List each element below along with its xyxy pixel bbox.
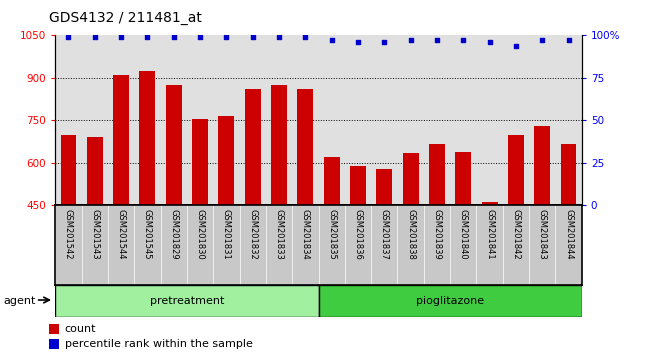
Bar	[49, 339, 58, 349]
Bar	[429, 144, 445, 205]
Bar	[113, 75, 129, 205]
Text: GSM201831: GSM201831	[222, 209, 231, 259]
Bar	[508, 135, 524, 205]
Bar	[324, 157, 339, 205]
Text: GSM201835: GSM201835	[327, 209, 336, 259]
Bar	[60, 135, 76, 205]
Point	[248, 34, 258, 40]
Point	[432, 38, 442, 43]
Point	[300, 34, 311, 40]
Text: GSM201844: GSM201844	[564, 209, 573, 259]
Text: GSM201834: GSM201834	[301, 209, 310, 259]
Bar	[350, 166, 366, 205]
Bar	[403, 153, 419, 205]
Point	[379, 39, 389, 45]
Text: GSM201833: GSM201833	[274, 209, 283, 259]
Bar	[376, 169, 392, 205]
Text: pioglitazone: pioglitazone	[416, 296, 484, 306]
Point	[168, 34, 179, 40]
Point	[116, 34, 126, 40]
Text: agent: agent	[3, 296, 36, 306]
Point	[564, 38, 574, 43]
Text: GSM201843: GSM201843	[538, 209, 547, 259]
Text: GSM201545: GSM201545	[143, 209, 152, 259]
Text: GSM201832: GSM201832	[248, 209, 257, 259]
Text: count: count	[65, 324, 96, 334]
Bar	[456, 152, 471, 205]
Bar	[87, 137, 103, 205]
Text: GSM201836: GSM201836	[354, 209, 363, 259]
Point	[458, 38, 469, 43]
Bar	[534, 126, 550, 205]
Bar	[166, 85, 181, 205]
Point	[511, 43, 521, 48]
Text: pretreatment: pretreatment	[150, 296, 224, 306]
Point	[195, 34, 205, 40]
Bar	[140, 71, 155, 205]
Text: GSM201842: GSM201842	[512, 209, 521, 259]
Text: GSM201830: GSM201830	[196, 209, 205, 259]
Text: GSM201542: GSM201542	[64, 209, 73, 259]
Bar	[192, 119, 208, 205]
Bar	[245, 89, 261, 205]
Point	[406, 38, 416, 43]
Bar	[49, 324, 58, 334]
Text: GSM201838: GSM201838	[406, 209, 415, 259]
Text: GSM201544: GSM201544	[116, 209, 125, 259]
Point	[326, 38, 337, 43]
Text: GSM201543: GSM201543	[90, 209, 99, 259]
Text: GDS4132 / 211481_at: GDS4132 / 211481_at	[49, 11, 202, 25]
Point	[221, 34, 231, 40]
Bar	[271, 85, 287, 205]
Bar	[482, 202, 497, 205]
Text: GSM201841: GSM201841	[485, 209, 494, 259]
Text: GSM201839: GSM201839	[432, 209, 441, 259]
Point	[537, 38, 547, 43]
Bar	[55, 285, 318, 317]
Point	[142, 34, 153, 40]
Bar	[561, 144, 577, 205]
Bar	[318, 285, 582, 317]
Point	[90, 34, 100, 40]
Point	[63, 34, 73, 40]
Point	[274, 34, 284, 40]
Text: GSM201829: GSM201829	[169, 209, 178, 259]
Bar	[218, 116, 234, 205]
Bar	[298, 89, 313, 205]
Point	[353, 39, 363, 45]
Text: GSM201840: GSM201840	[459, 209, 468, 259]
Point	[484, 39, 495, 45]
Text: GSM201837: GSM201837	[380, 209, 389, 259]
Text: percentile rank within the sample: percentile rank within the sample	[65, 339, 253, 349]
